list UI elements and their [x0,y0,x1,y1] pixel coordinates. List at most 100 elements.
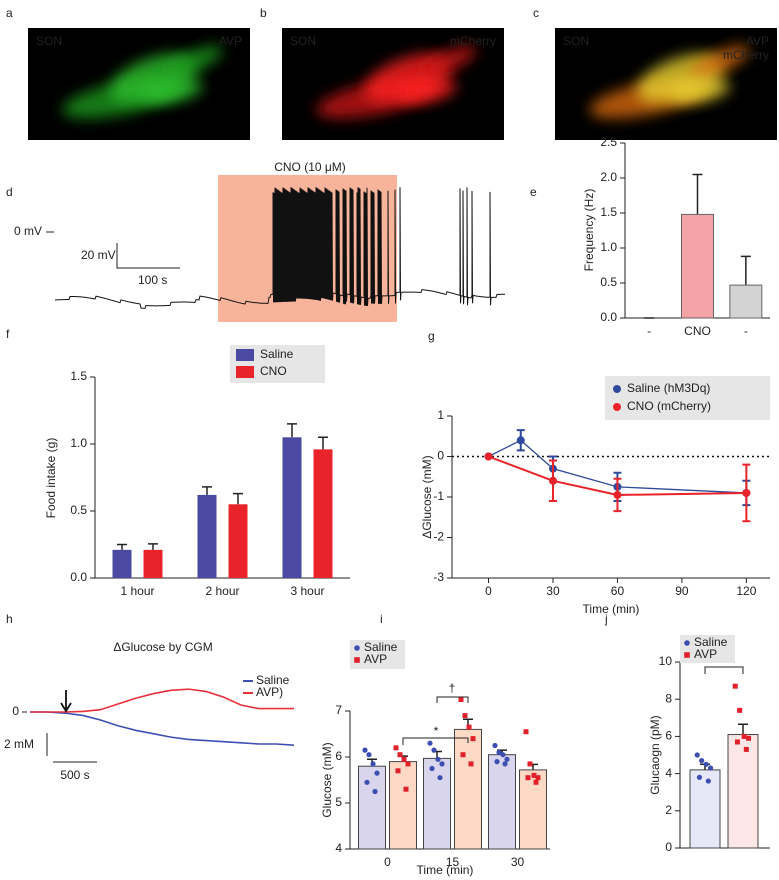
legend-box [680,635,735,663]
data-point [737,707,743,713]
legend-swatch [684,652,690,658]
region-label: SON [290,34,316,48]
y-axis-label: Glucose (mM) [320,742,334,817]
legend-box [605,376,770,420]
y-tick-label: 2 [665,803,672,817]
x-tick-label: 0 [485,584,492,598]
y-tick-label: 0.5 [70,503,87,517]
scale-x-label: 100 s [138,273,167,287]
y-tick-label: 8 [665,691,672,705]
stimulus-label: CNO (10 μM) [274,160,346,174]
region-label: SON [563,34,589,48]
data-point [460,752,466,758]
y-tick-label: 0.5 [600,275,617,289]
tissue [670,77,730,103]
bar [519,769,547,850]
data-point [516,436,525,445]
data-point [494,759,500,765]
zero-label: 0 mV [14,224,42,238]
error-bar [318,436,328,450]
data-point [462,713,468,719]
data-point [502,761,508,767]
tissue [143,77,203,103]
y-tick-label: 6 [665,729,672,743]
bar [729,284,763,319]
data-point [535,775,541,781]
data-point [405,761,411,767]
stain-label: AVP [746,34,769,48]
x-tick-label: CNO [684,324,711,338]
significance-bracket [436,696,469,703]
y-axis-label: Frequency (Hz) [582,189,596,272]
y-tick-label: 6 [335,749,342,763]
legend-label: Saline [260,347,294,361]
bar [197,494,217,578]
panel-letter: c [533,6,539,20]
data-point [439,761,445,767]
bar [454,728,482,850]
data-point [734,739,740,745]
data-point [437,775,443,781]
data-point [393,745,399,751]
stimulus-arrow [60,690,72,713]
y-tick-label: 0 [665,840,672,854]
legend-label: CNO [260,364,287,378]
legend-label: Saline [694,635,728,649]
y-tick-label: 1.0 [600,240,617,254]
data-point [372,788,378,795]
significance-label: † [449,681,456,695]
panel-letter: g [428,329,435,343]
series-line [488,455,747,496]
x-tick-label: - [647,324,651,338]
error-bar [117,543,127,550]
data-point [525,775,531,781]
legend-swatch [684,640,690,646]
data-point [743,746,749,752]
data-point [401,756,407,762]
legend-box [350,640,405,669]
data-point [527,761,533,767]
error-bar [233,492,243,505]
legend-label: CNO (mCherry) [627,399,711,413]
y-tick-label: 4 [665,766,672,780]
tissue [163,45,223,79]
panel-letter: j [604,612,608,626]
data-point [496,749,502,756]
data-point [484,452,493,461]
bar [313,449,333,578]
bar [681,213,714,319]
legend-swatch [236,366,254,378]
data-point [492,742,498,749]
legend-label: Saline [256,673,290,687]
y-tick-label: 7 [335,703,342,717]
data-point [533,779,539,785]
data-point [429,765,435,772]
data-point [397,752,403,758]
bar [358,765,386,850]
data-point [366,752,372,758]
data-point [470,736,476,742]
x-tick-label: 30 [546,584,560,598]
significance-label: * [434,724,439,738]
bar [228,504,248,578]
bar [423,757,451,850]
data-point [435,756,441,762]
x-tick-label: 120 [736,584,756,598]
data-point [741,733,747,739]
error-bar [692,173,703,215]
x-tick-label: 30 [511,855,525,869]
stain-label: mCherry [723,48,769,62]
y-tick-label: 0 [12,704,19,718]
error-bar [740,255,751,286]
panel-letter: b [260,6,267,20]
x-axis-label: Time (min) [583,602,640,616]
data-point [548,476,557,485]
data-point [458,697,464,702]
data-point [746,735,752,741]
data-point [694,752,700,758]
y-tick-label: 1.5 [70,369,87,383]
error-bar [148,543,158,550]
data-point [742,488,751,497]
